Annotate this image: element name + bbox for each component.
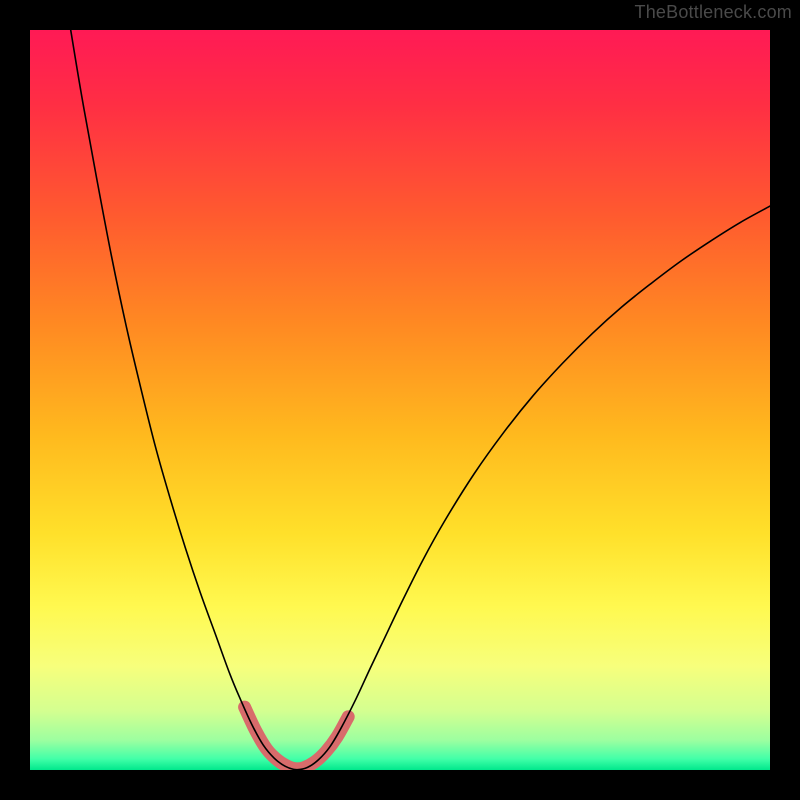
chart-frame: TheBottleneck.com [0, 0, 800, 800]
plot-svg [30, 30, 770, 770]
watermark-text: TheBottleneck.com [635, 2, 792, 23]
gradient-background [30, 30, 770, 770]
plot-area [30, 30, 770, 770]
